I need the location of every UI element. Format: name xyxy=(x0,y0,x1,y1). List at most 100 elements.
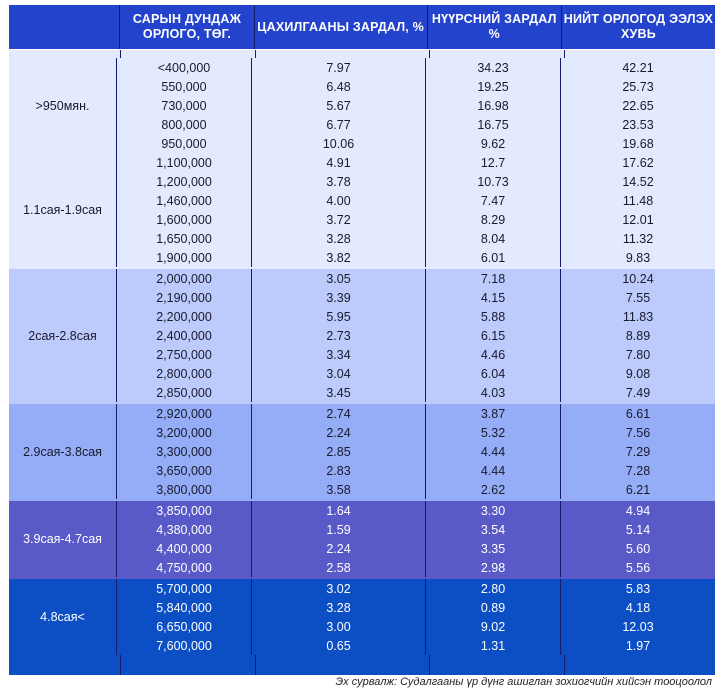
electricity-cell: 3.00 xyxy=(251,617,425,636)
income-range-label: 4.8сая< xyxy=(40,610,85,624)
total-share-cell: 22.65 xyxy=(560,96,715,115)
income-group-1: >950мян. <400,000 7.97 34.23 42.21 550,000 6.4… xyxy=(9,50,715,269)
total-share-cell: 1.97 xyxy=(560,636,715,655)
income-cell: 5,840,000 xyxy=(116,598,251,617)
income-cell: 800,000 xyxy=(116,115,251,134)
electricity-cell: 3.34 xyxy=(251,345,425,364)
income-cell: 3,650,000 xyxy=(116,461,251,480)
income-cell: 6,650,000 xyxy=(116,617,251,636)
table-row: 4,380,000 1.59 3.54 5.14 xyxy=(116,520,715,539)
electricity-cell: 1.59 xyxy=(251,520,425,539)
coal-cell: 9.62 xyxy=(425,134,560,153)
electricity-cell: 3.04 xyxy=(251,364,425,383)
total-share-cell: 7.80 xyxy=(560,345,715,364)
table-row: 5,700,000 3.02 2.80 5.83 xyxy=(116,579,715,598)
income-cell: 2,200,000 xyxy=(116,307,251,326)
coal-cell: 6.15 xyxy=(425,326,560,345)
total-share-cell: 9.08 xyxy=(560,364,715,383)
coal-cell: 9.02 xyxy=(425,617,560,636)
header-group-col xyxy=(9,5,119,49)
electricity-cell: 3.58 xyxy=(251,480,425,499)
total-share-cell: 17.62 xyxy=(560,153,715,172)
income-cell: 4,380,000 xyxy=(116,520,251,539)
total-share-cell: 9.83 xyxy=(560,248,715,267)
total-share-cell: 11.48 xyxy=(560,191,715,210)
table-row: 5,840,000 3.28 0.89 4.18 xyxy=(116,598,715,617)
income-cell: 3,800,000 xyxy=(116,480,251,499)
coal-cell: 19.25 xyxy=(425,77,560,96)
table-row: 1,100,000 4.91 12.7 17.62 xyxy=(116,153,715,172)
total-share-cell: 11.32 xyxy=(560,229,715,248)
total-share-cell: 6.61 xyxy=(560,404,715,423)
total-share-cell: 7.49 xyxy=(560,383,715,402)
income-cell: 550,000 xyxy=(116,77,251,96)
header-coal: НҮҮРСНИЙ ЗАРДАЛ % xyxy=(426,5,561,49)
table-row: 3,800,000 3.58 2.62 6.21 xyxy=(116,480,715,499)
total-share-cell: 25.73 xyxy=(560,77,715,96)
electricity-cell: 2.24 xyxy=(251,539,425,558)
coal-cell: 8.29 xyxy=(425,210,560,229)
income-cell: 2,750,000 xyxy=(116,345,251,364)
total-share-cell: 7.29 xyxy=(560,442,715,461)
electricity-cell: 5.67 xyxy=(251,96,425,115)
total-share-cell: 14.52 xyxy=(560,172,715,191)
income-range-label: 3.9сая-4.7сая xyxy=(23,532,102,546)
table-row: 2,850,000 3.45 4.03 7.49 xyxy=(116,383,715,402)
table-row: 6,650,000 3.00 9.02 12.03 xyxy=(116,617,715,636)
table-row: 2,750,000 3.34 4.46 7.80 xyxy=(116,345,715,364)
electricity-cell: 2.73 xyxy=(251,326,425,345)
coal-cell: 5.88 xyxy=(425,307,560,326)
table-row: 1,900,000 3.82 6.01 9.83 xyxy=(116,248,715,267)
electricity-cell: 10.06 xyxy=(251,134,425,153)
coal-cell: 4.44 xyxy=(425,442,560,461)
income-cell: 1,460,000 xyxy=(116,191,251,210)
source-note: Эх сурвалж: Судалгааны үр дүнг ашиглан з… xyxy=(335,676,712,688)
table-row: 2,800,000 3.04 6.04 9.08 xyxy=(116,364,715,383)
electricity-cell: 3.72 xyxy=(251,210,425,229)
table-row: 2,400,000 2.73 6.15 8.89 xyxy=(116,326,715,345)
coal-cell: 5.32 xyxy=(425,423,560,442)
coal-cell: 2.98 xyxy=(425,558,560,577)
income-cell: 1,100,000 xyxy=(116,153,251,172)
table-row: 1,460,000 4.00 7.47 11.48 xyxy=(116,191,715,210)
coal-cell: 3.54 xyxy=(425,520,560,539)
coal-cell: 2.62 xyxy=(425,480,560,499)
table-row: 3,650,000 2.83 4.44 7.28 xyxy=(116,461,715,480)
coal-cell: 0.89 xyxy=(425,598,560,617)
income-cell: 1,600,000 xyxy=(116,210,251,229)
total-share-cell: 23.53 xyxy=(560,115,715,134)
electricity-cell: 3.05 xyxy=(251,269,425,288)
income-cell: 2,000,000 xyxy=(116,269,251,288)
header-electricity: ЦАХИЛГААНЫ ЗАРДАЛ, % xyxy=(253,5,427,49)
coal-cell: 10.73 xyxy=(425,172,560,191)
table-row: 7,600,000 0.65 1.31 1.97 xyxy=(116,636,715,655)
electricity-cell: 3.28 xyxy=(251,229,425,248)
total-share-cell: 10.24 xyxy=(560,269,715,288)
income-cell: 730,000 xyxy=(116,96,251,115)
income-cell: 1,650,000 xyxy=(116,229,251,248)
total-share-cell: 5.56 xyxy=(560,558,715,577)
income-cell: 4,400,000 xyxy=(116,539,251,558)
table-row: 2,190,000 3.39 4.15 7.55 xyxy=(116,288,715,307)
electricity-cell: 2.85 xyxy=(251,442,425,461)
total-share-cell: 7.55 xyxy=(560,288,715,307)
total-share-cell: 8.89 xyxy=(560,326,715,345)
income-group-2: 2сая-2.8сая 2,000,000 3.05 7.18 10.24 2,190,0… xyxy=(9,269,715,404)
table-row: 950,000 10.06 9.62 19.68 xyxy=(116,134,715,153)
coal-cell: 2.80 xyxy=(425,579,560,598)
electricity-cell: 1.64 xyxy=(251,501,425,520)
total-share-cell: 7.28 xyxy=(560,461,715,480)
income-cell: 3,200,000 xyxy=(116,423,251,442)
table-row: 3,300,000 2.85 4.44 7.29 xyxy=(116,442,715,461)
table-row: 730,000 5.67 16.98 22.65 xyxy=(116,96,715,115)
header-total-share: НИЙТ ОРЛОГОД ЭЭЛЭХ ХУВЬ xyxy=(560,5,715,49)
income-range-label: >950мян. xyxy=(35,98,90,113)
table-row: 1,650,000 3.28 8.04 11.32 xyxy=(116,229,715,248)
total-share-cell: 6.21 xyxy=(560,480,715,499)
table-row: 1,600,000 3.72 8.29 12.01 xyxy=(116,210,715,229)
income-group-3: 2.9сая-3.8сая 2,920,000 2.74 3.87 6.61 3,200,… xyxy=(9,404,715,501)
table-row: 3,850,000 1.64 3.30 4.94 xyxy=(116,501,715,520)
total-share-cell: 4.18 xyxy=(560,598,715,617)
coal-cell: 7.47 xyxy=(425,191,560,210)
coal-cell: 4.44 xyxy=(425,461,560,480)
